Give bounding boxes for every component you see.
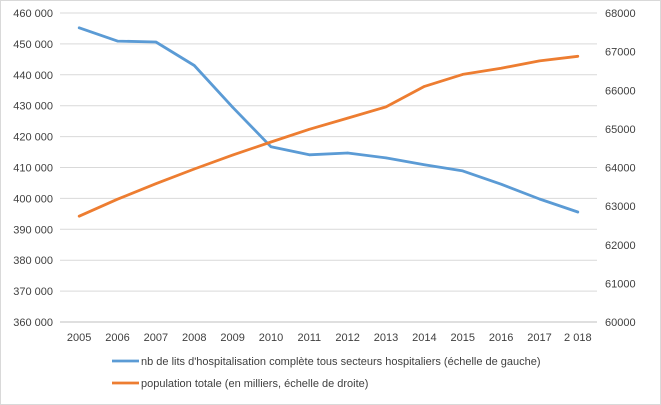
left-tick-label: 410 000 bbox=[13, 163, 53, 175]
right-tick-label: 63000 bbox=[605, 201, 636, 213]
left-axis-ticks: 360 000 370 000 380 000 390 000 400 000 410 0… bbox=[13, 8, 53, 329]
data-point bbox=[423, 85, 426, 88]
left-tick-label: 370 000 bbox=[13, 286, 53, 298]
data-point bbox=[154, 182, 158, 185]
left-tick-label: 460 000 bbox=[13, 8, 53, 20]
left-tick-label: 430 000 bbox=[13, 101, 53, 113]
data-point bbox=[499, 182, 503, 186]
data-point bbox=[346, 151, 349, 155]
data-point bbox=[77, 26, 81, 30]
legend: nb de lits d'hospitalisation complète to… bbox=[112, 356, 541, 390]
data-point bbox=[576, 55, 580, 58]
right-tick-label: 67000 bbox=[605, 47, 636, 59]
data-point bbox=[193, 167, 196, 171]
data-point bbox=[461, 169, 464, 173]
right-tick-label: 68000 bbox=[605, 8, 636, 20]
right-axis-ticks: 60000 61000 62000 63000 64000 65000 66000 67000… bbox=[605, 8, 636, 329]
x-tick-label: 2015 bbox=[451, 332, 475, 344]
series-line-1 bbox=[77, 26, 580, 214]
series-lines bbox=[77, 26, 580, 218]
data-point bbox=[116, 39, 119, 43]
legend-label: nb de lits d'hospitalisation complète to… bbox=[141, 356, 541, 368]
left-tick-label: 380 000 bbox=[13, 255, 53, 267]
x-tick-label: 2013 bbox=[374, 332, 398, 344]
left-tick-label: 360 000 bbox=[13, 317, 53, 329]
x-tick-label: 2 018 bbox=[564, 332, 592, 344]
data-point bbox=[231, 153, 234, 157]
data-point bbox=[461, 73, 464, 76]
x-tick-label: 2008 bbox=[182, 332, 206, 344]
right-tick-label: 66000 bbox=[605, 85, 636, 97]
left-tick-label: 450 000 bbox=[13, 39, 53, 51]
x-tick-label: 2012 bbox=[335, 332, 359, 344]
data-point bbox=[499, 67, 503, 70]
right-tick-label: 60000 bbox=[605, 317, 636, 329]
right-tick-label: 64000 bbox=[605, 163, 636, 175]
right-tick-label: 61000 bbox=[605, 278, 636, 290]
data-point bbox=[269, 140, 273, 144]
data-point bbox=[308, 128, 311, 131]
data-point bbox=[116, 197, 119, 201]
x-tick-label: 2016 bbox=[489, 332, 513, 344]
left-tick-label: 400 000 bbox=[13, 193, 53, 205]
x-tick-label: 2014 bbox=[412, 332, 436, 344]
x-tick-label: 2011 bbox=[297, 332, 321, 344]
data-point bbox=[269, 145, 273, 148]
data-point bbox=[538, 197, 541, 201]
data-point bbox=[231, 106, 234, 109]
left-tick-label: 390 000 bbox=[13, 224, 53, 236]
left-tick-label: 420 000 bbox=[13, 132, 53, 144]
x-tick-label: 2017 bbox=[527, 332, 551, 344]
left-tick-label: 440 000 bbox=[13, 70, 53, 82]
right-tick-label: 65000 bbox=[605, 124, 636, 136]
x-tick-label: 2007 bbox=[144, 332, 168, 344]
x-tick-label: 2005 bbox=[67, 332, 91, 344]
x-tick-label: 2010 bbox=[259, 332, 283, 344]
data-point bbox=[384, 105, 388, 109]
right-tick-label: 62000 bbox=[605, 240, 636, 252]
data-point bbox=[423, 163, 426, 166]
gridlines bbox=[60, 12, 597, 323]
data-point bbox=[154, 40, 158, 44]
series-line-2 bbox=[77, 54, 580, 218]
x-tick-label: 2009 bbox=[220, 332, 244, 344]
x-tick-label: 2006 bbox=[105, 332, 129, 344]
data-point bbox=[576, 210, 580, 214]
data-point bbox=[193, 64, 196, 67]
data-point bbox=[538, 59, 541, 63]
x-axis-ticks: 2005 2006 2007 2008 2009 2010 2011 2012 2013 2014… bbox=[67, 332, 592, 344]
legend-label: population totale (en milliers, échelle … bbox=[141, 378, 368, 390]
data-point bbox=[77, 214, 81, 218]
data-point bbox=[346, 116, 349, 120]
data-point bbox=[384, 156, 388, 160]
data-point bbox=[308, 153, 311, 157]
